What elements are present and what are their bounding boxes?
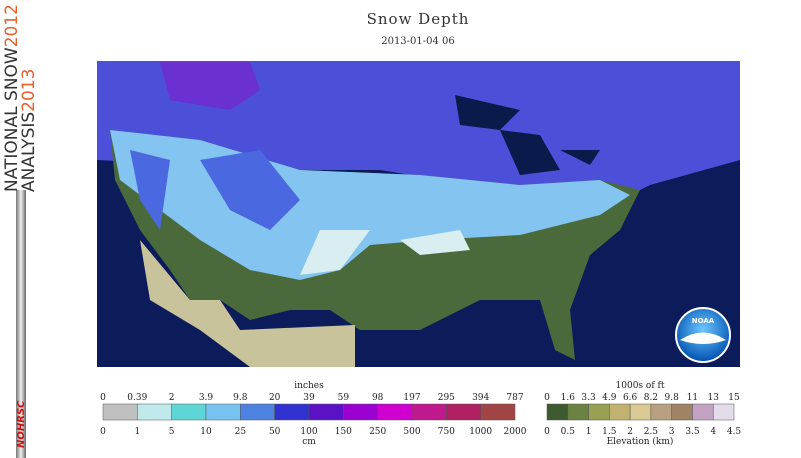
tick-label: 2.5 xyxy=(644,427,659,437)
noaa-bird xyxy=(680,332,726,344)
snow-top-label: inches xyxy=(294,381,324,391)
tick-label: 3.9 xyxy=(199,393,214,403)
swatch xyxy=(308,403,344,421)
swatch xyxy=(650,403,672,421)
swatch xyxy=(567,403,589,421)
elev-top-label: 1000s of ft xyxy=(616,381,665,391)
swatch xyxy=(343,403,378,421)
swatch xyxy=(274,403,310,421)
tick-label: 13 xyxy=(707,393,719,403)
lakes xyxy=(455,95,600,175)
tick-label: 9.8 xyxy=(233,393,248,403)
swatch xyxy=(102,403,138,421)
tick-label: 6.6 xyxy=(623,393,638,403)
tick-label: 3 xyxy=(669,427,675,437)
tick-label: 394 xyxy=(472,393,489,403)
swatch xyxy=(446,403,481,421)
swatch xyxy=(546,403,569,421)
snow-light xyxy=(300,230,470,275)
swatch xyxy=(629,403,652,421)
tick-label: 15 xyxy=(728,393,740,403)
tick-label: 2 xyxy=(169,393,175,403)
swatch xyxy=(712,403,735,421)
tick-label: 5 xyxy=(169,427,175,437)
sidebar: NATIONAL SNOW2012 ANALYSIS2013 NOHRSC xyxy=(2,4,39,458)
tick-label: 500 xyxy=(403,427,420,437)
tick-label: 98 xyxy=(372,393,384,403)
sidebar-text: NATIONAL SNOW xyxy=(2,47,22,192)
badge: NOHRSC xyxy=(16,400,27,448)
tick-label: 8.2 xyxy=(644,393,658,403)
pole xyxy=(16,190,26,458)
swatch xyxy=(240,403,275,421)
tick-label: 1 xyxy=(586,427,592,437)
swatch xyxy=(588,403,610,421)
tick-label: 39 xyxy=(303,393,315,403)
tick-label: 4 xyxy=(710,427,716,437)
tick-label: 25 xyxy=(235,427,247,437)
tick-label: 59 xyxy=(338,393,350,403)
tick-label: 0 xyxy=(100,393,106,403)
tick-label: 250 xyxy=(369,427,386,437)
snow-bottom-label: cm xyxy=(302,437,316,447)
tick-label: 150 xyxy=(335,427,352,437)
tick-label: 9.8 xyxy=(665,393,680,403)
sidebar-year: 2012 xyxy=(2,4,22,47)
snow-heavy xyxy=(160,62,260,110)
tick-label: 20 xyxy=(269,393,281,403)
tick-label: 4.5 xyxy=(727,427,742,437)
tick-label: 4.9 xyxy=(602,393,617,403)
swatch xyxy=(692,403,714,421)
tick-label: 0 xyxy=(544,427,550,437)
tick-label: 1.5 xyxy=(602,427,617,437)
sidebar-line2: ANALYSIS2013 xyxy=(19,69,39,192)
sidebar-text: ANALYSIS xyxy=(19,112,39,192)
elev-bottom-label: Elevation (km) xyxy=(607,436,674,447)
tick-label: 0.39 xyxy=(127,393,147,403)
tick-label: 0.5 xyxy=(561,427,576,437)
map: NOAA xyxy=(97,61,740,367)
sidebar-year: 2013 xyxy=(19,69,39,112)
tick-label: 295 xyxy=(438,393,455,403)
tick-label: 0 xyxy=(100,427,106,437)
tick-label: 750 xyxy=(438,427,455,437)
tick-label: 2 xyxy=(627,427,633,437)
swatch xyxy=(137,403,172,421)
tick-label: 197 xyxy=(403,393,420,403)
tick-label: 100 xyxy=(300,427,317,437)
tick-label: 2000 xyxy=(504,427,527,437)
swatch xyxy=(671,403,693,421)
swatch xyxy=(377,403,413,421)
tick-label: 0 xyxy=(544,393,550,403)
tick-label: 10 xyxy=(200,427,212,437)
subtitle: 2013-01-04 06 xyxy=(381,36,455,47)
tick-label: 50 xyxy=(269,427,281,437)
canada xyxy=(97,61,740,210)
swatch xyxy=(480,403,516,421)
title: Snow Depth xyxy=(367,10,470,28)
tick-label: 11 xyxy=(687,393,698,403)
tick-label: 1.6 xyxy=(561,393,576,403)
swatch xyxy=(609,403,631,421)
tick-label: 787 xyxy=(506,393,523,403)
sidebar-line1: NATIONAL SNOW2012 xyxy=(2,4,22,192)
tick-label: 1 xyxy=(134,427,140,437)
swatch xyxy=(205,403,241,421)
tick-label: 3.5 xyxy=(685,427,700,437)
snow-deep xyxy=(130,150,300,230)
mexico xyxy=(140,240,355,367)
noaa-text: NOAA xyxy=(692,317,715,325)
tick-label: 1000 xyxy=(469,427,492,437)
tick-label: 3.3 xyxy=(581,393,596,403)
swatch xyxy=(171,403,207,421)
swatch xyxy=(411,403,447,421)
